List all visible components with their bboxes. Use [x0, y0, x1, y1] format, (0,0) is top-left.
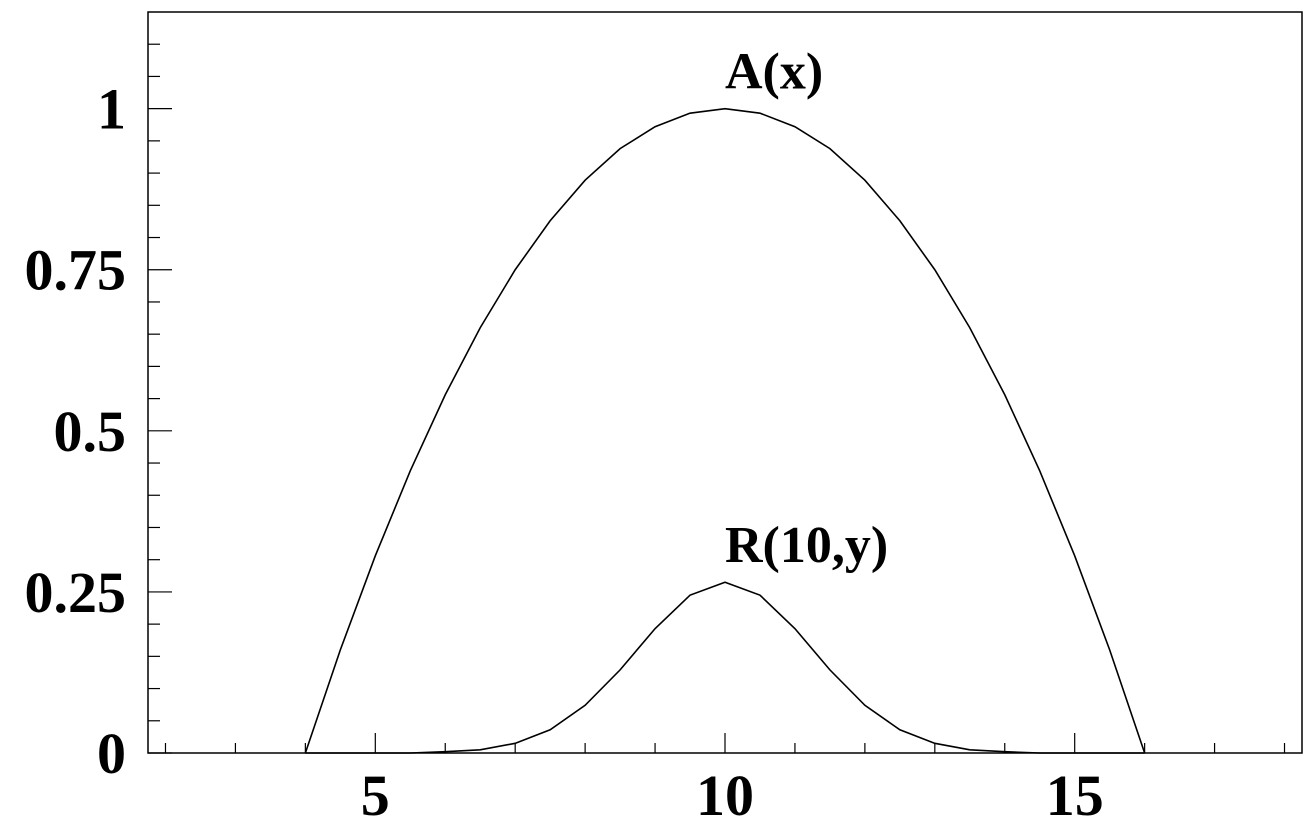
y-tick-label: 0: [97, 721, 126, 786]
series-label: A(x): [725, 44, 823, 101]
y-tick-label: 0.5: [54, 399, 127, 464]
x-tick-label: 5: [361, 763, 390, 821]
y-tick-label: 0.75: [25, 238, 127, 303]
y-tick-label: 0.25: [25, 560, 127, 625]
series-label: R(10,y): [725, 517, 888, 574]
x-tick-label: 10: [696, 763, 754, 821]
y-tick-label: 1: [97, 77, 126, 142]
x-tick-label: 15: [1046, 763, 1104, 821]
line-series: [305, 581, 1145, 754]
line-series: [304, 107, 1146, 754]
plot-frame: [147, 11, 1303, 754]
